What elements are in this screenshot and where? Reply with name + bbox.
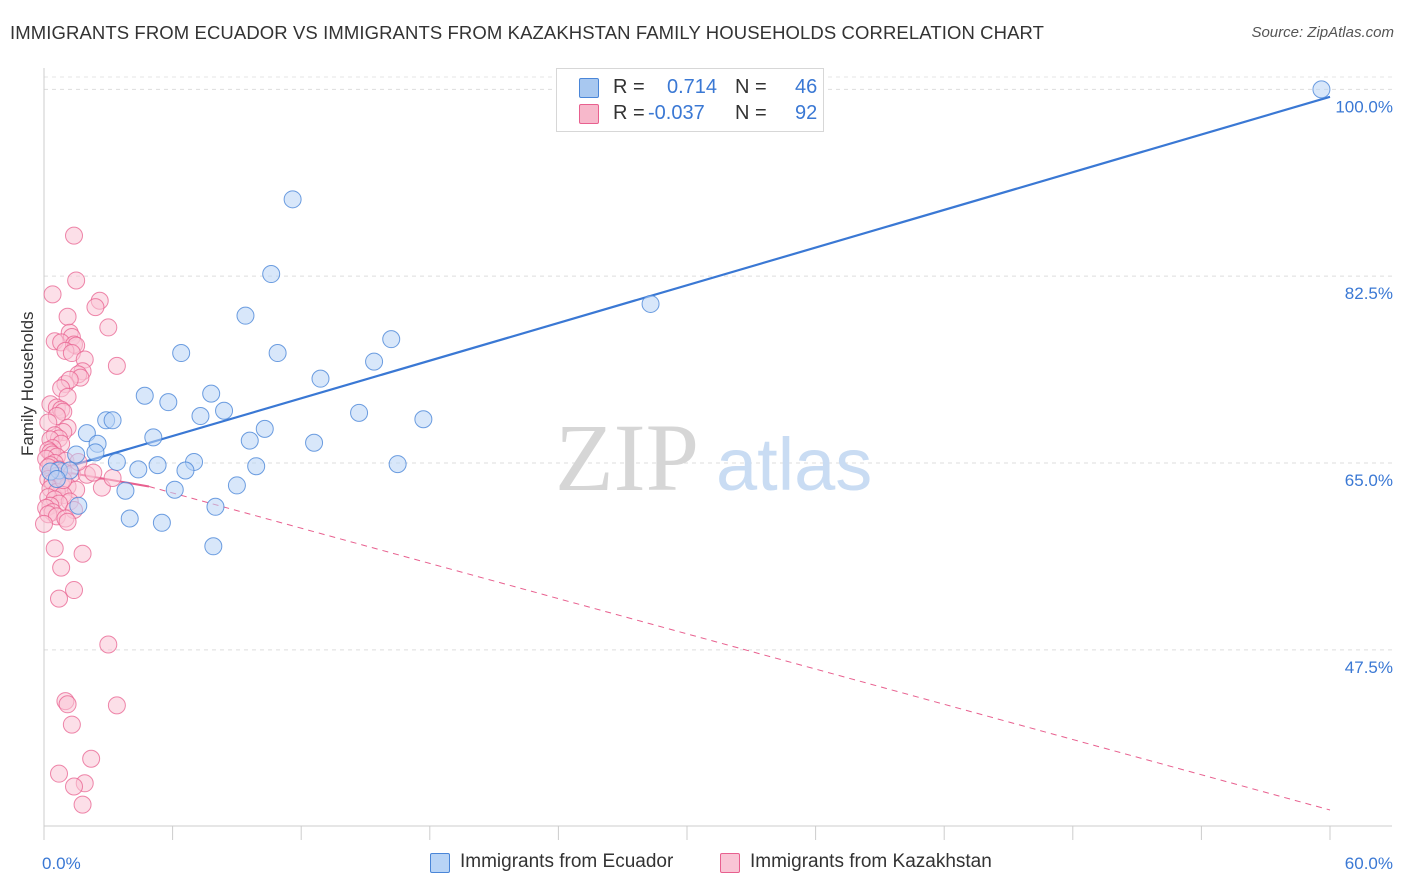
stats-legend: R = 0.714 N = 46 R = -0.037 N = 92 [556, 68, 824, 132]
point-kazakhstan [35, 514, 53, 533]
chart-title: IMMIGRANTS FROM ECUADOR VS IMMIGRANTS FR… [10, 22, 1045, 43]
point-ecuador [107, 452, 126, 471]
legend-r-label: R = [613, 76, 645, 98]
x-tick-label: 60.0% [1345, 854, 1393, 873]
point-kazakhstan [107, 696, 126, 715]
point-kazakhstan [99, 318, 118, 337]
point-kazakhstan [67, 271, 86, 290]
watermark-zip: ZIP [555, 404, 699, 511]
point-kazakhstan [84, 463, 103, 482]
point-ecuador [268, 344, 287, 363]
point-ecuador [135, 386, 154, 405]
point-ecuador [47, 470, 66, 489]
point-ecuador [311, 369, 330, 388]
point-kazakhstan [82, 749, 101, 768]
point-ecuador [86, 443, 105, 462]
point-kazakhstan [107, 356, 126, 375]
point-ecuador [283, 190, 302, 209]
point-ecuador [77, 424, 96, 443]
point-ecuador [382, 330, 401, 349]
trend-line-ecuador [43, 95, 1331, 475]
point-kazakhstan [99, 635, 118, 654]
point-ecuador [204, 537, 223, 556]
point-ecuador [305, 433, 324, 452]
point-ecuador [365, 352, 384, 371]
point-ecuador [129, 460, 148, 479]
watermark-atlas: atlas [716, 423, 872, 506]
point-ecuador [176, 461, 195, 480]
point-kazakhstan [45, 539, 64, 558]
legend-r-value: 0.714 [667, 76, 718, 98]
y-tick-label: 47.5% [1345, 658, 1393, 677]
tick-labels: 47.5% 65.0% 82.5% 100.0% 0.0% 60.0% [42, 97, 1393, 873]
point-ecuador [67, 445, 86, 464]
point-kazakhstan [65, 581, 84, 600]
legend-swatch-ecuador [430, 853, 450, 873]
y-tick-label: 82.5% [1345, 284, 1393, 303]
legend-r-label: R = [613, 102, 645, 124]
point-ecuador [388, 455, 407, 474]
point-ecuador [116, 481, 135, 500]
y-tick-label: 65.0% [1345, 471, 1393, 490]
point-ecuador [152, 513, 171, 532]
point-ecuador [236, 306, 255, 325]
legend-n-value: 46 [795, 76, 818, 98]
legend-label-kazakhstan: Immigrants from Kazakhstan [750, 851, 992, 872]
legend-swatch-kazakhstan [720, 853, 740, 873]
point-ecuador [120, 509, 139, 528]
legend-swatch-ecuador [579, 78, 599, 98]
point-kazakhstan [43, 285, 62, 304]
point-ecuador [247, 457, 266, 476]
point-ecuador [227, 476, 246, 495]
point-kazakhstan [58, 512, 77, 531]
point-ecuador [350, 403, 369, 422]
source-label: Source: ZipAtlas.com [1251, 24, 1394, 41]
point-ecuador [414, 410, 433, 429]
point-ecuador [144, 428, 163, 447]
data-points [35, 80, 1331, 814]
point-ecuador [206, 497, 225, 516]
point-kazakhstan [73, 544, 92, 563]
trend-line-kazakhstan-dashed [148, 486, 1331, 811]
point-kazakhstan [73, 795, 92, 814]
point-ecuador [641, 294, 660, 313]
point-kazakhstan [65, 226, 84, 245]
point-kazakhstan [50, 589, 69, 608]
legend-r-value: -0.037 [648, 102, 705, 124]
point-ecuador [215, 401, 234, 420]
point-ecuador [103, 411, 122, 430]
point-kazakhstan [62, 715, 81, 734]
y-tick-label: 100.0% [1335, 97, 1393, 116]
point-ecuador [202, 384, 221, 403]
point-kazakhstan [50, 764, 69, 783]
point-kazakhstan [65, 777, 84, 796]
point-ecuador [255, 419, 274, 438]
point-kazakhstan [58, 695, 77, 714]
watermark: ZIP atlas [555, 404, 872, 511]
y-axis-label: Family Households [18, 311, 37, 456]
point-ecuador [1312, 80, 1331, 99]
legend-swatch-kazakhstan [579, 104, 599, 124]
point-kazakhstan [52, 558, 71, 577]
point-ecuador [165, 480, 184, 499]
point-ecuador [60, 461, 79, 480]
point-ecuador [240, 431, 259, 450]
legend-n-value: 92 [795, 102, 818, 124]
x-tick-label: 0.0% [42, 854, 81, 873]
gridlines [44, 76, 1392, 651]
point-kazakhstan [58, 307, 77, 326]
point-ecuador [191, 407, 210, 426]
point-ecuador [262, 265, 281, 284]
point-ecuador [172, 344, 191, 363]
point-ecuador [148, 456, 167, 475]
legend-n-label: N = [735, 102, 767, 124]
point-ecuador [69, 496, 88, 515]
point-kazakhstan [103, 468, 122, 487]
legend-label-ecuador: Immigrants from Ecuador [460, 851, 674, 872]
point-kazakhstan [86, 298, 105, 317]
point-ecuador [159, 393, 178, 412]
legend-n-label: N = [735, 76, 767, 98]
